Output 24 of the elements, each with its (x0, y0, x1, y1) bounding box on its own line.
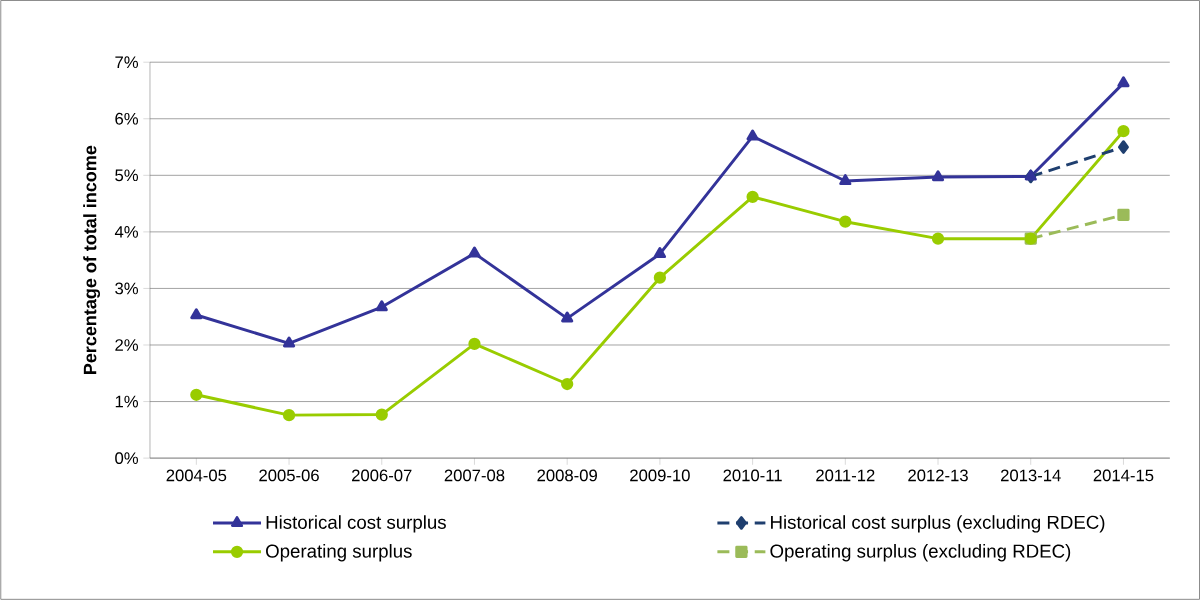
y-tick-label: 6% (115, 112, 139, 125)
x-tick-label: 2006-07 (352, 469, 412, 482)
legend-label: Operating surplus (266, 543, 412, 562)
y-tick-label: 1% (115, 395, 139, 408)
legend-label: Historical cost surplus (excluding RDEC) (771, 515, 1105, 533)
y-tick-label: 0% (115, 452, 139, 464)
x-tick-label: 2010-11 (723, 469, 782, 482)
x-tick-label: 2014-15 (1093, 469, 1154, 482)
x-tick-label: 2005-06 (259, 469, 319, 482)
x-tick-label: 2009-10 (630, 469, 690, 482)
x-tick-label: 2012-13 (908, 469, 968, 482)
legend-label: Operating surplus (excluding RDEC) (770, 543, 1071, 562)
y-tick-label: 7% (115, 56, 139, 68)
y-tick-label: 3% (115, 282, 139, 295)
x-tick-label: 2007-08 (444, 469, 505, 482)
x-tick-label: 2013-14 (1001, 469, 1061, 482)
x-tick-label: 2008-09 (537, 469, 597, 482)
x-tick-label: 2004-05 (166, 469, 227, 482)
y-tick-label: 4% (114, 226, 139, 238)
legend-label: Historical cost surplus (266, 515, 446, 533)
x-tick-label: 2011-12 (816, 469, 875, 482)
y-tick-label: 2% (115, 339, 139, 351)
y-axis-title: Percentage of total income (83, 145, 101, 374)
y-tick-label: 5% (115, 169, 139, 182)
